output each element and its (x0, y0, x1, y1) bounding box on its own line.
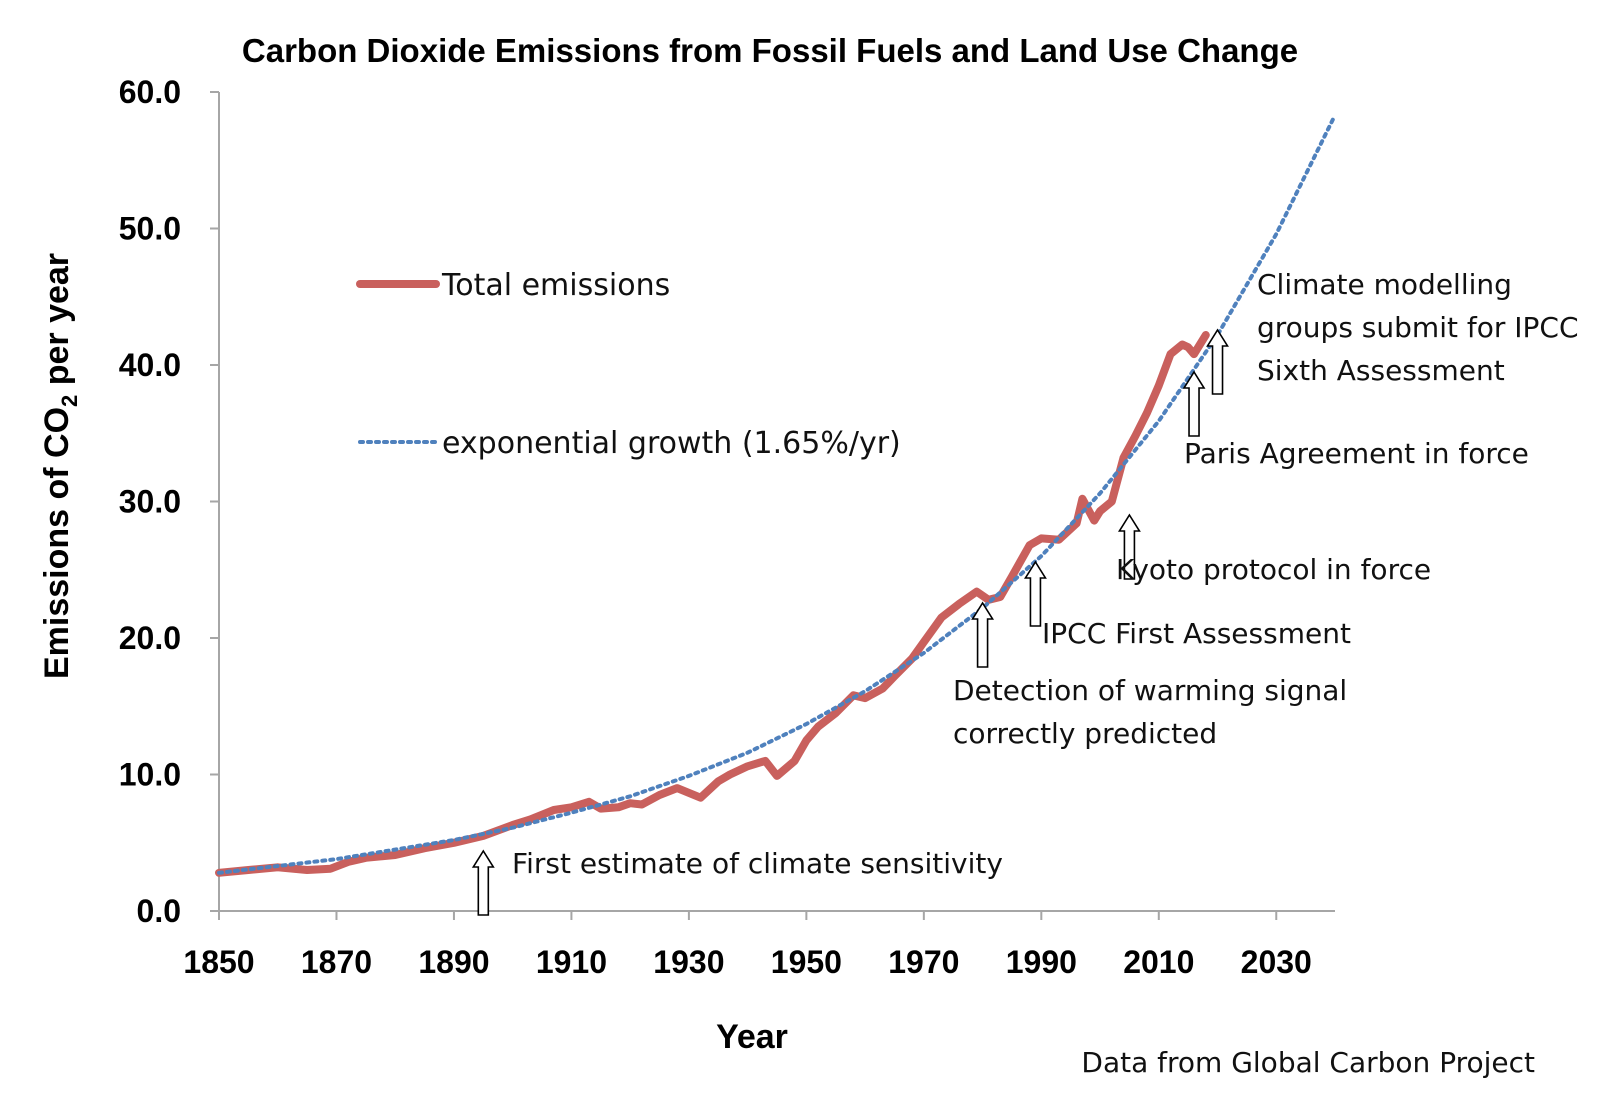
x-tick-label: 1930 (653, 944, 724, 980)
series-layer (215, 113, 1337, 877)
annotation-label: Paris Agreement in force (1184, 437, 1529, 470)
annotation-label: First estimate of climate sensitivity (512, 847, 1003, 880)
annotations: First estimate of climate sensitivity Det… (471, 268, 1579, 916)
annotation-label: Climate modelling (1257, 268, 1512, 301)
y-axis-title: Emissions of CO2 per year (38, 253, 82, 679)
y-tick-label: 0.0 (137, 893, 181, 929)
series-line-total-emissions (215, 331, 1210, 877)
annotation-label: groups submit for IPCC (1257, 311, 1579, 344)
y-tick-label: 10.0 (119, 757, 181, 793)
y-axis-title-rest: per year (38, 253, 76, 395)
y-tick-label: 30.0 (119, 484, 181, 520)
y-tick-label: 20.0 (119, 620, 181, 656)
legend-label: exponential growth (1.65%/yr) (442, 426, 901, 461)
annotation-up-arrow-icon (1206, 328, 1229, 395)
x-tick-label: 1890 (418, 944, 489, 980)
x-tick-label: 2010 (1123, 944, 1194, 980)
legend-label: Total emissions (441, 268, 670, 303)
axes: 0.0 10.0 20.0 30.0 40.0 50.0 60.0 1850 1870 1890 1… (119, 74, 1335, 980)
x-tick-label: 1990 (1006, 944, 1077, 980)
annotation-label: Sixth Assessment (1257, 354, 1505, 387)
annotation-up-arrow-icon (1023, 560, 1047, 627)
x-tick-label: 1850 (183, 944, 254, 980)
x-tick-label: 1950 (771, 944, 842, 980)
y-tick-label: 50.0 (119, 211, 181, 247)
legend: Total emissions exponential growth (1.65%… (356, 268, 901, 461)
annotation-up-arrow-icon (1117, 513, 1141, 580)
y-axis-title-main: Emissions of CO (38, 407, 76, 679)
x-axis-title: Year (716, 1018, 788, 1056)
annotation-label: correctly predicted (953, 717, 1217, 750)
chart-title: Carbon Dioxide Emissions from Fossil Fue… (242, 32, 1298, 69)
y-tick-label: 60.0 (119, 74, 181, 110)
annotation-label: Detection of warming signal (953, 674, 1347, 707)
x-tick-label: 2030 (1241, 944, 1312, 980)
annotation-up-arrow-icon (1182, 370, 1206, 437)
x-tick-label: 1870 (301, 944, 372, 980)
annotation-up-arrow-icon (971, 601, 995, 668)
series-line-exponential-growth (217, 113, 1337, 875)
x-tick-label: 1970 (888, 944, 959, 980)
annotation-up-arrow-icon (471, 849, 495, 916)
y-tick-label: 40.0 (119, 347, 181, 383)
x-tick-label: 1910 (536, 944, 607, 980)
annotation-label: IPCC First Assessment (1042, 617, 1351, 650)
source-note: Data from Global Carbon Project (1081, 1046, 1535, 1079)
y-axis-title-subscript: 2 (57, 395, 82, 407)
annotation-label: Kyoto protocol in force (1116, 553, 1431, 586)
